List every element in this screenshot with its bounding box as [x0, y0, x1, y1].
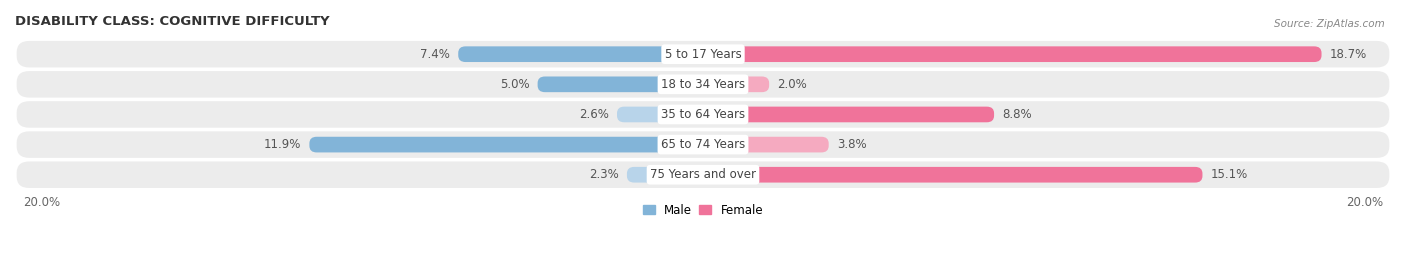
- FancyBboxPatch shape: [309, 137, 703, 153]
- Text: 11.9%: 11.9%: [264, 138, 301, 151]
- Text: 65 to 74 Years: 65 to 74 Years: [661, 138, 745, 151]
- Text: 5 to 17 Years: 5 to 17 Years: [665, 48, 741, 61]
- FancyBboxPatch shape: [703, 167, 1202, 183]
- Text: 18.7%: 18.7%: [1330, 48, 1367, 61]
- Text: 18 to 34 Years: 18 to 34 Years: [661, 78, 745, 91]
- FancyBboxPatch shape: [617, 107, 703, 122]
- FancyBboxPatch shape: [537, 76, 703, 92]
- Text: 35 to 64 Years: 35 to 64 Years: [661, 108, 745, 121]
- Text: 5.0%: 5.0%: [499, 78, 529, 91]
- Text: 2.3%: 2.3%: [589, 168, 619, 181]
- FancyBboxPatch shape: [703, 137, 828, 153]
- Text: 2.6%: 2.6%: [579, 108, 609, 121]
- Text: Source: ZipAtlas.com: Source: ZipAtlas.com: [1274, 19, 1385, 29]
- FancyBboxPatch shape: [17, 71, 1389, 98]
- FancyBboxPatch shape: [703, 107, 994, 122]
- Text: 3.8%: 3.8%: [837, 138, 866, 151]
- FancyBboxPatch shape: [703, 46, 1322, 62]
- Text: 8.8%: 8.8%: [1002, 108, 1032, 121]
- FancyBboxPatch shape: [17, 161, 1389, 188]
- Text: 7.4%: 7.4%: [420, 48, 450, 61]
- Text: 15.1%: 15.1%: [1211, 168, 1249, 181]
- FancyBboxPatch shape: [17, 101, 1389, 128]
- Legend: Male, Female: Male, Female: [638, 199, 768, 221]
- Text: 2.0%: 2.0%: [778, 78, 807, 91]
- FancyBboxPatch shape: [17, 131, 1389, 158]
- FancyBboxPatch shape: [458, 46, 703, 62]
- FancyBboxPatch shape: [17, 41, 1389, 68]
- FancyBboxPatch shape: [703, 76, 769, 92]
- Text: DISABILITY CLASS: COGNITIVE DIFFICULTY: DISABILITY CLASS: COGNITIVE DIFFICULTY: [15, 15, 329, 28]
- FancyBboxPatch shape: [627, 167, 703, 183]
- Text: 75 Years and over: 75 Years and over: [650, 168, 756, 181]
